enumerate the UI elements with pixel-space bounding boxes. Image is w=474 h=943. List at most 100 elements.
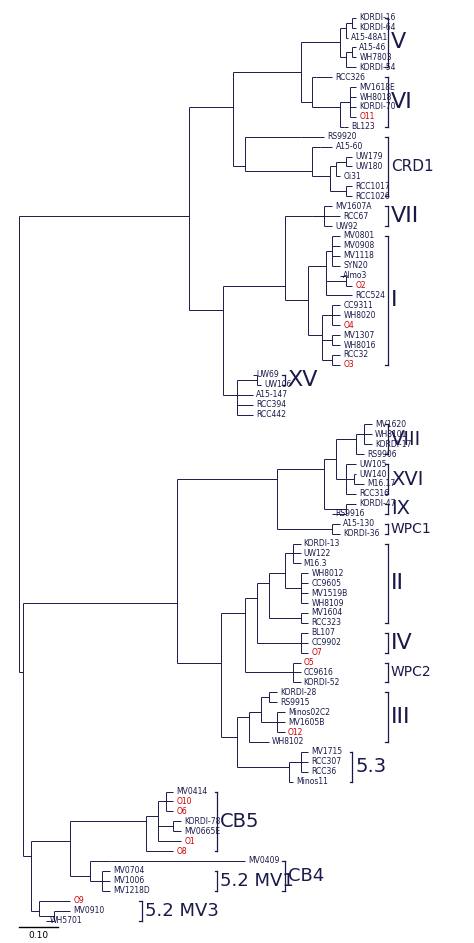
Text: KORDI-47: KORDI-47 [359, 499, 396, 508]
Text: VI: VI [391, 92, 413, 112]
Text: WH8102: WH8102 [272, 737, 304, 747]
Text: KORDI-52: KORDI-52 [304, 678, 340, 687]
Text: MV1118: MV1118 [343, 251, 374, 260]
Text: WH7803: WH7803 [359, 53, 392, 62]
Text: UW180: UW180 [356, 162, 383, 171]
Text: II: II [391, 573, 404, 593]
Text: UW179: UW179 [356, 152, 383, 161]
Text: MV0704: MV0704 [113, 867, 145, 875]
Text: KORDI-36: KORDI-36 [343, 529, 380, 538]
Text: O9: O9 [73, 896, 84, 905]
Text: MV1620: MV1620 [375, 420, 406, 429]
Text: O7: O7 [311, 648, 322, 657]
Text: WH8018: WH8018 [359, 92, 392, 102]
Text: VIII: VIII [391, 430, 421, 449]
Text: Almo3: Almo3 [343, 272, 368, 280]
Text: CC9311: CC9311 [343, 301, 373, 310]
Text: WH8109: WH8109 [311, 599, 344, 607]
Text: RCC36: RCC36 [311, 768, 337, 776]
Text: CB4: CB4 [288, 867, 324, 885]
Text: CC9902: CC9902 [311, 638, 341, 647]
Text: KORDI-28: KORDI-28 [280, 687, 316, 697]
Text: UW122: UW122 [304, 549, 331, 558]
Text: O10: O10 [177, 797, 192, 806]
Text: M16.3: M16.3 [304, 559, 327, 568]
Text: A15-46: A15-46 [359, 43, 387, 52]
Text: KORDI-16: KORDI-16 [359, 13, 396, 22]
Text: RCC32: RCC32 [343, 351, 368, 359]
Text: UW106: UW106 [264, 380, 292, 389]
Text: MV1519B: MV1519B [311, 588, 348, 598]
Text: MV1307: MV1307 [343, 331, 374, 339]
Text: RCC394: RCC394 [256, 400, 286, 409]
Text: CC9605: CC9605 [311, 579, 342, 587]
Text: O6: O6 [177, 807, 187, 816]
Text: I: I [391, 290, 398, 310]
Text: O12: O12 [288, 727, 303, 736]
Text: O1: O1 [184, 836, 195, 846]
Text: CRD1: CRD1 [391, 159, 434, 174]
Text: MV1618E: MV1618E [359, 83, 395, 91]
Text: KORDI-70: KORDI-70 [359, 103, 396, 111]
Text: RCC67: RCC67 [343, 211, 369, 221]
Text: O5: O5 [304, 658, 314, 667]
Text: MV1604: MV1604 [311, 608, 343, 618]
Text: KORDI-64: KORDI-64 [359, 23, 396, 32]
Text: WPC1: WPC1 [391, 521, 432, 536]
Text: BL123: BL123 [351, 123, 375, 131]
Text: RS9906: RS9906 [367, 450, 397, 458]
Text: 5.2 MV1: 5.2 MV1 [220, 872, 294, 890]
Text: MV0414: MV0414 [177, 787, 208, 796]
Text: UW92: UW92 [336, 222, 358, 230]
Text: A15-48A1: A15-48A1 [351, 33, 389, 42]
Text: VII: VII [391, 207, 419, 226]
Text: RCC323: RCC323 [311, 619, 342, 627]
Text: WPC2: WPC2 [391, 666, 432, 680]
Text: III: III [391, 707, 410, 727]
Text: WH5701: WH5701 [50, 916, 82, 925]
Text: O8: O8 [177, 847, 187, 855]
Text: RCC1017: RCC1017 [356, 182, 390, 190]
Text: CB5: CB5 [220, 812, 260, 831]
Text: MV1715: MV1715 [311, 748, 343, 756]
Text: UW69: UW69 [256, 371, 279, 379]
Text: RCC307: RCC307 [311, 757, 342, 767]
Text: RS9916: RS9916 [336, 509, 365, 519]
Text: O4: O4 [343, 321, 354, 330]
Text: Minos11: Minos11 [296, 777, 328, 786]
Text: WH8012: WH8012 [311, 569, 344, 578]
Text: Minos02C2: Minos02C2 [288, 707, 330, 717]
Text: SYN20: SYN20 [343, 261, 368, 271]
Text: CC9616: CC9616 [304, 668, 334, 677]
Text: IV: IV [391, 633, 413, 653]
Text: MV1605B: MV1605B [288, 718, 324, 727]
Text: BL107: BL107 [311, 628, 336, 637]
Text: MV1607A: MV1607A [336, 202, 372, 210]
Text: O2: O2 [356, 281, 366, 290]
Text: A15-60: A15-60 [336, 142, 363, 151]
Text: WH8020: WH8020 [343, 311, 376, 320]
Text: UW105: UW105 [359, 459, 387, 469]
Text: A15-130: A15-130 [343, 520, 375, 528]
Text: MV1218D: MV1218D [113, 886, 150, 895]
Text: V: V [391, 32, 406, 53]
Text: RS9915: RS9915 [280, 698, 310, 706]
Text: XVI: XVI [391, 470, 423, 488]
Text: O3: O3 [343, 360, 354, 370]
Text: Oi31: Oi31 [343, 172, 361, 181]
Text: RS9920: RS9920 [328, 132, 357, 141]
Text: O11: O11 [359, 112, 374, 122]
Text: XV: XV [288, 370, 319, 389]
Text: KORDI-17: KORDI-17 [375, 439, 411, 449]
Text: RCC326: RCC326 [336, 73, 365, 82]
Text: MV0801: MV0801 [343, 231, 374, 240]
Text: KORDI-54: KORDI-54 [359, 63, 396, 72]
Text: A15-147: A15-147 [256, 390, 288, 399]
Text: MV0910: MV0910 [73, 906, 105, 915]
Text: MV1006: MV1006 [113, 876, 145, 885]
Text: MV0665E: MV0665E [184, 827, 221, 835]
Text: UW140: UW140 [359, 470, 387, 478]
Text: IX: IX [391, 499, 410, 519]
Text: WH8101: WH8101 [375, 430, 408, 438]
Text: RCC524: RCC524 [356, 291, 385, 300]
